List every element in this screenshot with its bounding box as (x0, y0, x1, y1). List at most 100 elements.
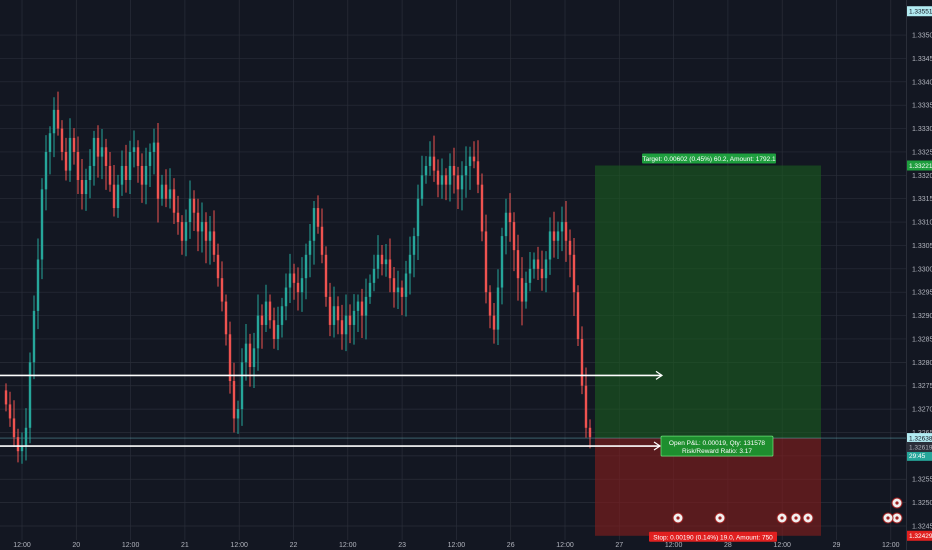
y-tick-label: 1.33000 (912, 266, 932, 273)
price-tag: 1.32429 (909, 533, 932, 540)
candle-down (484, 231, 488, 293)
candle-down (336, 306, 340, 321)
price-tag-box (907, 441, 932, 452)
candle-down (76, 151, 80, 180)
candle-down (324, 254, 328, 297)
candle-down (488, 292, 492, 316)
event-flag-icon[interactable] (672, 512, 684, 524)
candle-up (500, 236, 504, 288)
event-flag-icon[interactable] (776, 512, 788, 524)
price-axis[interactable]: 1.33500 1.33450 1.33400 1.33350 1.33300 1.332… (906, 0, 932, 550)
event-flag-icon[interactable] (714, 512, 726, 524)
candle-down (316, 208, 320, 227)
y-tick-label: 1.32500 (912, 500, 932, 507)
event-flag-icon[interactable] (891, 497, 903, 509)
candle-down (392, 278, 396, 293)
y-tick-label: 1.32550 (912, 477, 932, 484)
candle-up (32, 310, 36, 363)
candle-up (448, 165, 452, 185)
y-tick-label: 1.32850 (912, 336, 932, 343)
candle-down (112, 184, 116, 209)
candle-down (136, 147, 140, 166)
candle-down (588, 427, 592, 438)
y-tick-label: 1.32750 (912, 383, 932, 390)
level-arrowhead (653, 441, 662, 451)
event-flag-icon[interactable] (882, 512, 894, 524)
candle-up (264, 301, 268, 325)
y-tick-label: 1.33150 (912, 196, 932, 203)
candle-down (140, 165, 144, 185)
candle-up (44, 151, 48, 190)
candle-down (212, 231, 216, 255)
candle-down (536, 259, 540, 269)
candle-down (492, 315, 496, 330)
price-tag: 1.32619 (909, 444, 932, 451)
y-tick-label: 1.33050 (912, 243, 932, 250)
x-tick-label: 23 (398, 542, 406, 549)
y-tick-label: 1.33200 (912, 173, 932, 180)
candle-down (224, 301, 228, 335)
event-flag-icon[interactable] (802, 512, 814, 524)
candle-up (412, 236, 416, 255)
time-axis[interactable]: 12:00 20 12:00 21 12:00 22 12:00 23 12:00 26 12:00… (13, 542, 899, 549)
candle-up (132, 147, 136, 152)
price-tag-box (907, 6, 932, 17)
candle-down (232, 381, 236, 419)
candle-down (472, 156, 476, 162)
candle-down (156, 142, 160, 199)
event-flag-icon[interactable] (790, 512, 802, 524)
candle-down (192, 198, 196, 213)
candle-down (180, 222, 184, 241)
y-tick-label: 1.33400 (912, 79, 932, 86)
candle-up (440, 175, 444, 185)
horizontal-levels[interactable] (0, 370, 664, 451)
candle-up (144, 165, 148, 185)
event-flag-icon[interactable] (891, 512, 903, 524)
price-tag: 1.33551 (909, 9, 932, 16)
candle-up (464, 165, 468, 176)
candle-up (384, 259, 388, 265)
candle-up (252, 348, 256, 368)
event-flag-dot (780, 516, 784, 520)
candle-down (96, 137, 100, 157)
pnl-line-2: Risk/Reward Ratio: 3.17 (682, 448, 752, 455)
y-tick-label: 1.33250 (912, 149, 932, 156)
candle-up (548, 231, 552, 260)
candle-up (308, 240, 312, 255)
candle-up (24, 427, 28, 447)
candle-down (124, 165, 128, 180)
level-arrowhead (655, 370, 664, 380)
y-tick-label: 1.32950 (912, 290, 932, 297)
candle-up (52, 109, 56, 134)
candle-up (404, 273, 408, 297)
candle-up (468, 156, 472, 166)
candle-up (148, 151, 152, 166)
candle-down (296, 282, 300, 293)
x-tick-label: 12:00 (448, 542, 466, 549)
candle-down (516, 250, 520, 279)
candle-down (480, 184, 484, 232)
position-labels: Target: 0.00602 (0.45%) 60.2, Amount: 17… (642, 153, 777, 542)
candle-down (292, 273, 296, 283)
x-tick-label: 22 (290, 542, 298, 549)
candle-down (388, 259, 392, 279)
candle-up (256, 315, 260, 349)
x-tick-label: 12:00 (230, 542, 248, 549)
candle-down (272, 320, 276, 339)
stop-label: Stop: 0.00190 (0.14%) 19.0, Amount: 750 (653, 534, 773, 541)
candle-down (64, 151, 68, 171)
candle-down (572, 254, 576, 293)
candle-up (92, 137, 96, 166)
candle-up (20, 446, 24, 452)
event-icons[interactable] (672, 497, 903, 524)
candle-down (268, 301, 272, 321)
candle-up (312, 208, 316, 241)
candle-up (28, 362, 32, 428)
candle-down (360, 301, 364, 316)
candle-down (228, 334, 232, 382)
candle-up (416, 198, 420, 237)
candle-down (380, 254, 384, 265)
candle-up (184, 222, 188, 241)
pnl-box (660, 435, 774, 457)
